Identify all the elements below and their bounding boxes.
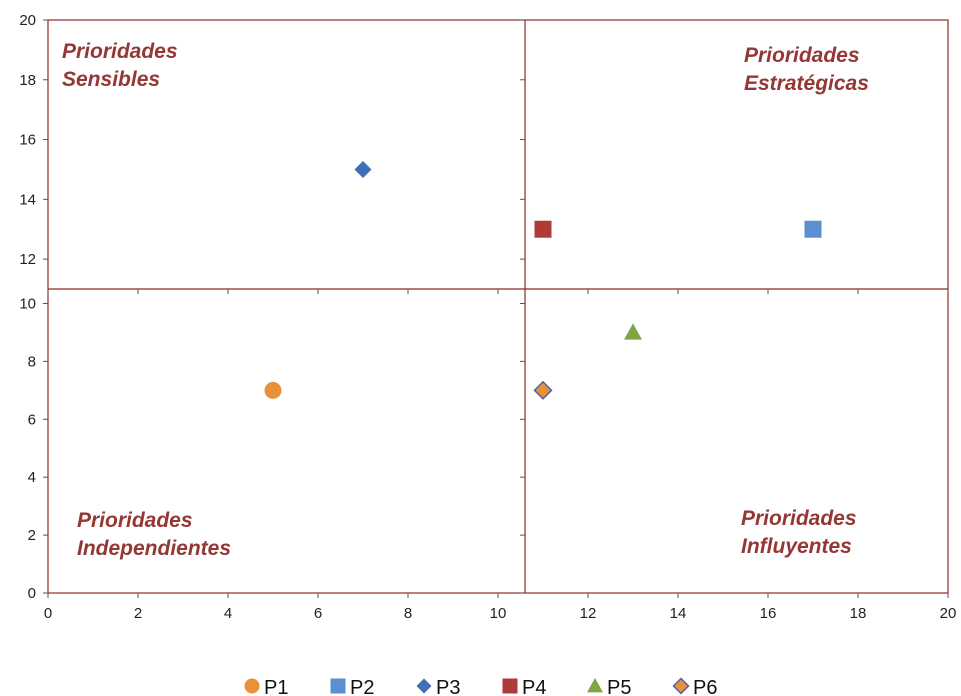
data-point-p2 bbox=[804, 220, 822, 238]
x-tick-label: 4 bbox=[224, 605, 232, 622]
y-tick-label: 4 bbox=[28, 469, 36, 486]
y-tick-label: 18 bbox=[19, 72, 36, 89]
quadrant-label: Prioridades bbox=[77, 509, 193, 532]
y-tick-label: 14 bbox=[19, 191, 36, 208]
y-tick-label: 0 bbox=[28, 585, 36, 602]
y-tick-label: 20 bbox=[19, 12, 36, 29]
legend-marker-p6 bbox=[672, 677, 690, 695]
data-points bbox=[264, 160, 822, 400]
x-axis-ticks: 0 2 4 6 8 10 12 14 16 18 20 bbox=[44, 289, 957, 622]
y-tick-label: 16 bbox=[19, 132, 36, 149]
x-tick-label: 10 bbox=[490, 605, 507, 622]
x-tick-label: 16 bbox=[760, 605, 777, 622]
quadrant-label: Influyentes bbox=[741, 535, 852, 558]
quadrant-labels: Prioridades Sensibles Prioridades Estratégi… bbox=[62, 40, 869, 560]
legend-label-p4: P4 bbox=[522, 677, 546, 696]
quadrant-label: Independientes bbox=[77, 537, 231, 560]
legend-label-p3: P3 bbox=[436, 677, 460, 696]
y-tick-label: 6 bbox=[28, 411, 36, 428]
quadrant-label: Estratégicas bbox=[744, 72, 869, 95]
y-tick-label: 12 bbox=[19, 251, 36, 268]
x-tick-label: 18 bbox=[850, 605, 867, 622]
data-point-p5 bbox=[624, 323, 642, 340]
legend-label-p2: P2 bbox=[350, 677, 374, 696]
x-tick-label: 2 bbox=[134, 605, 142, 622]
y-tick-label: 8 bbox=[28, 353, 36, 370]
quadrant-label: Prioridades bbox=[744, 44, 860, 67]
quadrant-label: Sensibles bbox=[62, 68, 160, 91]
x-tick-label: 0 bbox=[44, 605, 52, 622]
quadrant-label: Prioridades bbox=[62, 40, 178, 63]
legend-label-p5: P5 bbox=[607, 677, 631, 696]
data-point-p6 bbox=[533, 380, 553, 400]
quadrant-label: Prioridades bbox=[741, 507, 857, 530]
legend-marker-p5 bbox=[587, 678, 603, 693]
plot-area bbox=[47, 19, 949, 594]
y-tick-label: 2 bbox=[28, 527, 36, 544]
legend-marker-p4 bbox=[502, 678, 518, 694]
data-point-p3 bbox=[354, 160, 372, 178]
legend: P1 P2 P3 P4 P5 P6 bbox=[244, 677, 717, 696]
x-tick-label: 14 bbox=[670, 605, 687, 622]
x-tick-label: 6 bbox=[314, 605, 322, 622]
legend-marker-p1 bbox=[244, 678, 260, 694]
y-tick-label: 10 bbox=[19, 295, 36, 312]
data-point-p4 bbox=[534, 220, 552, 238]
data-point-p1 bbox=[264, 381, 282, 399]
legend-label-p6: P6 bbox=[693, 677, 717, 696]
y-axis-ticks: 0 2 4 6 8 10 12 14 16 18 20 bbox=[19, 12, 525, 602]
x-tick-label: 8 bbox=[404, 605, 412, 622]
x-tick-label: 20 bbox=[940, 605, 957, 622]
x-tick-label: 12 bbox=[580, 605, 597, 622]
legend-marker-p2 bbox=[330, 678, 346, 694]
legend-label-p1: P1 bbox=[264, 677, 288, 696]
legend-marker-p3 bbox=[416, 678, 432, 694]
